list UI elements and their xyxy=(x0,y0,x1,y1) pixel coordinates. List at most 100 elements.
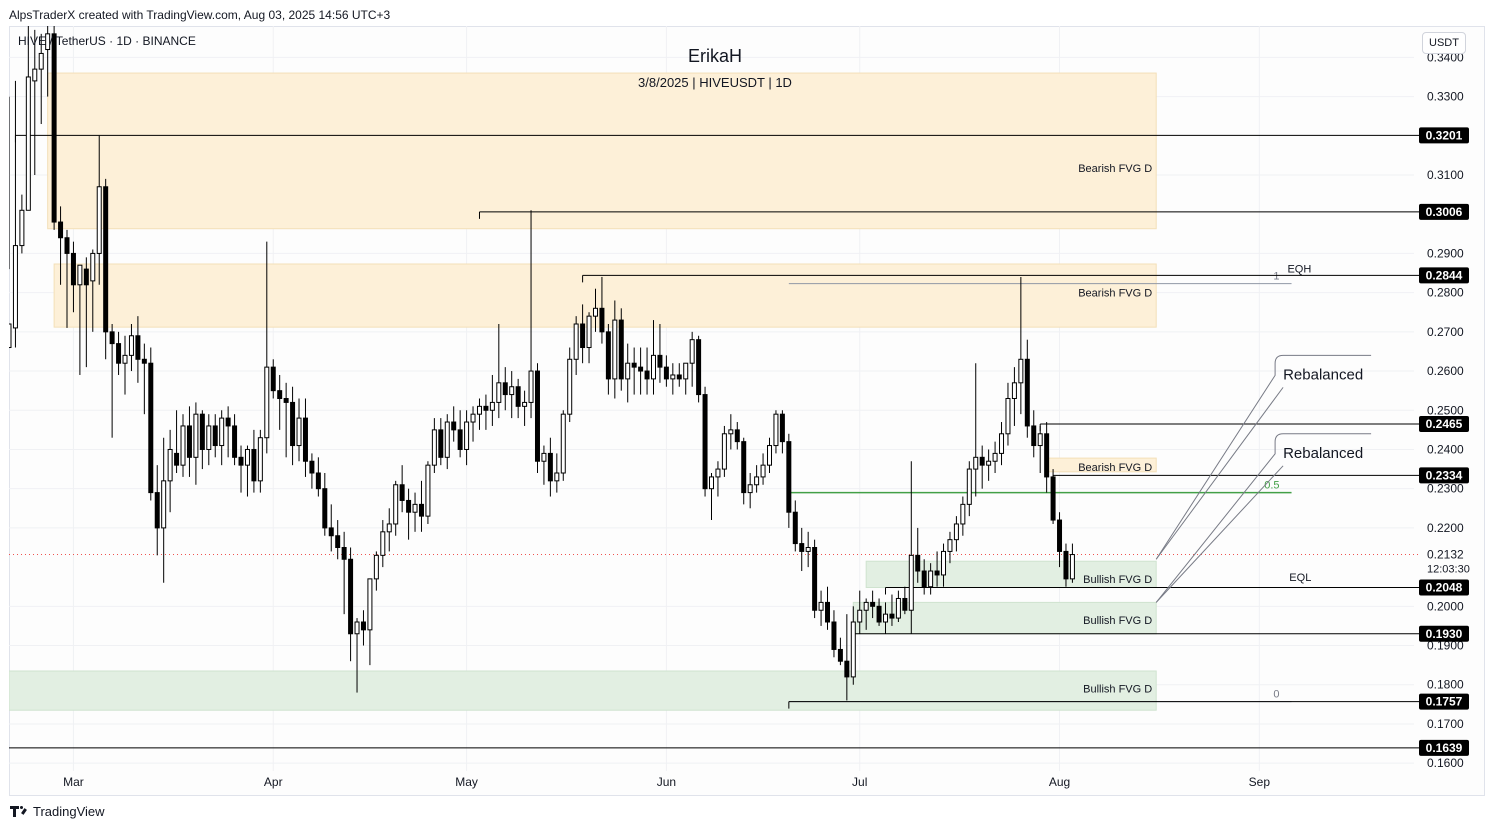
candle-body[interactable] xyxy=(1064,551,1068,578)
candle-body[interactable] xyxy=(613,320,617,379)
candle-body[interactable] xyxy=(884,614,888,622)
candle-body[interactable] xyxy=(123,355,127,363)
candle-body[interactable] xyxy=(497,383,501,403)
candle-body[interactable] xyxy=(587,316,591,347)
candle-body[interactable] xyxy=(632,363,636,367)
candle-body[interactable] xyxy=(490,402,494,410)
candle-body[interactable] xyxy=(187,426,191,457)
candle-body[interactable] xyxy=(529,371,533,402)
candle-body[interactable] xyxy=(568,359,572,414)
candle-body[interactable] xyxy=(845,661,849,677)
candle-body[interactable] xyxy=(329,528,333,536)
candle-body[interactable] xyxy=(265,367,269,438)
candle-body[interactable] xyxy=(284,399,288,403)
candle-body[interactable] xyxy=(78,265,82,285)
candle-body[interactable] xyxy=(606,332,610,379)
candle-body[interactable] xyxy=(697,340,701,395)
candle-body[interactable] xyxy=(735,430,739,442)
candle-body[interactable] xyxy=(871,602,875,606)
candle-body[interactable] xyxy=(542,453,546,461)
candle-body[interactable] xyxy=(896,598,900,618)
candle-body[interactable] xyxy=(419,504,423,516)
candle-body[interactable] xyxy=(703,395,707,489)
candle-body[interactable] xyxy=(819,602,823,610)
candle-body[interactable] xyxy=(729,430,733,434)
candle-body[interactable] xyxy=(935,571,939,575)
candle-body[interactable] xyxy=(368,579,372,630)
candle-body[interactable] xyxy=(716,469,720,477)
candle-body[interactable] xyxy=(993,453,997,461)
candle-body[interactable] xyxy=(877,606,881,622)
candle-body[interactable] xyxy=(439,430,443,457)
tradingview-logo[interactable]: TradingView xyxy=(10,804,105,819)
candle-body[interactable] xyxy=(909,555,913,610)
candle-body[interactable] xyxy=(535,371,539,461)
candle-body[interactable] xyxy=(774,414,778,445)
candle-body[interactable] xyxy=(162,481,166,528)
candle-body[interactable] xyxy=(954,524,958,540)
candle-body[interactable] xyxy=(1025,359,1029,426)
candle-body[interactable] xyxy=(826,602,830,622)
candle-body[interactable] xyxy=(916,555,920,571)
candlestick-chart[interactable]: 1 0.5 0 Bearish FVG D Bearish FVG D Bearish F… xyxy=(9,26,1485,796)
candle-body[interactable] xyxy=(645,371,649,379)
candle-body[interactable] xyxy=(800,544,804,552)
candle-body[interactable] xyxy=(432,430,436,465)
candle-body[interactable] xyxy=(948,540,952,552)
candle-body[interactable] xyxy=(639,367,643,371)
candle-body[interactable] xyxy=(342,548,346,560)
candle-body[interactable] xyxy=(864,602,868,610)
candle-body[interactable] xyxy=(574,324,578,359)
candle-body[interactable] xyxy=(658,355,662,367)
candle-body[interactable] xyxy=(9,324,11,348)
candle-body[interactable] xyxy=(26,77,30,210)
candle-body[interactable] xyxy=(619,320,623,379)
candle-body[interactable] xyxy=(626,363,630,379)
candle-body[interactable] xyxy=(471,414,475,422)
candle-body[interactable] xyxy=(684,363,688,379)
candle-body[interactable] xyxy=(677,375,681,379)
candle-body[interactable] xyxy=(1032,426,1036,446)
candle-body[interactable] xyxy=(452,422,456,430)
candle-body[interactable] xyxy=(336,536,340,548)
candle-body[interactable] xyxy=(813,548,817,611)
candle-body[interactable] xyxy=(664,367,668,379)
candle-body[interactable] xyxy=(851,622,855,677)
candle-body[interactable] xyxy=(91,253,95,280)
candle-body[interactable] xyxy=(245,449,249,465)
candle-body[interactable] xyxy=(651,355,655,379)
candle-body[interactable] xyxy=(980,457,984,465)
candle-body[interactable] xyxy=(110,332,114,344)
candle-body[interactable] xyxy=(258,438,262,481)
candle-body[interactable] xyxy=(291,402,295,445)
candle-body[interactable] xyxy=(806,548,810,552)
candle-body[interactable] xyxy=(39,53,43,69)
candle-body[interactable] xyxy=(722,434,726,469)
candle-body[interactable] xyxy=(252,449,256,480)
candle-body[interactable] xyxy=(510,387,514,395)
candle-body[interactable] xyxy=(175,453,179,465)
candle-body[interactable] xyxy=(787,442,791,513)
candle-body[interactable] xyxy=(394,485,398,524)
candle-body[interactable] xyxy=(33,69,37,81)
candle-body[interactable] xyxy=(748,485,752,493)
candle-body[interactable] xyxy=(967,469,971,504)
candle-body[interactable] xyxy=(1038,434,1042,446)
candle-body[interactable] xyxy=(323,489,327,528)
candle-body[interactable] xyxy=(129,336,133,356)
candle-body[interactable] xyxy=(929,571,933,587)
candle-body[interactable] xyxy=(761,465,765,477)
candle-body[interactable] xyxy=(690,340,694,364)
candle-body[interactable] xyxy=(890,614,894,618)
candle-body[interactable] xyxy=(297,418,301,445)
candle-body[interactable] xyxy=(742,442,746,493)
candle-body[interactable] xyxy=(426,465,430,516)
candle-body[interactable] xyxy=(503,383,507,395)
candle-body[interactable] xyxy=(755,477,759,485)
candle-body[interactable] xyxy=(233,426,237,457)
candle-body[interactable] xyxy=(381,532,385,556)
candle-body[interactable] xyxy=(1006,399,1010,434)
candle-body[interactable] xyxy=(200,414,204,449)
candle-body[interactable] xyxy=(768,446,772,466)
candle-body[interactable] xyxy=(445,422,449,457)
